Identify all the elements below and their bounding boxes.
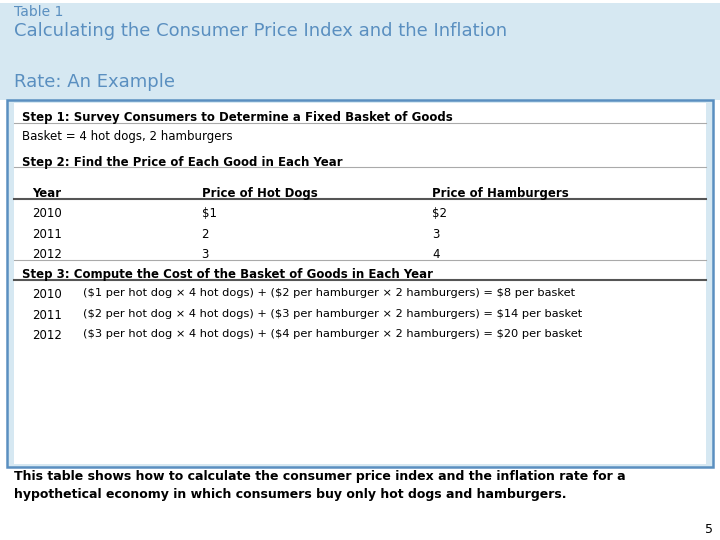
Text: ($1 per hot dog × 4 hot dogs) + ($2 per hamburger × 2 hamburgers) = $8 per baske: ($1 per hot dog × 4 hot dogs) + ($2 per …	[83, 288, 575, 299]
FancyBboxPatch shape	[14, 103, 706, 464]
Text: 3: 3	[202, 248, 209, 261]
Text: 2012: 2012	[32, 329, 62, 342]
Text: Step 2: Find the Price of Each Good in Each Year: Step 2: Find the Price of Each Good in E…	[22, 156, 342, 168]
FancyBboxPatch shape	[7, 100, 713, 467]
Text: This table shows how to calculate the consumer price index and the inflation rat: This table shows how to calculate the co…	[14, 470, 626, 501]
Text: Step 1: Survey Consumers to Determine a Fixed Basket of Goods: Step 1: Survey Consumers to Determine a …	[22, 111, 452, 124]
Text: Basket = 4 hot dogs, 2 hamburgers: Basket = 4 hot dogs, 2 hamburgers	[22, 130, 233, 143]
Text: Calculating the Consumer Price Index and the Inflation: Calculating the Consumer Price Index and…	[14, 22, 508, 39]
Text: Rate: An Example: Rate: An Example	[14, 73, 176, 91]
Text: 4: 4	[432, 248, 439, 261]
Text: 2: 2	[202, 228, 209, 241]
Text: $1: $1	[202, 207, 217, 220]
Text: 3: 3	[432, 228, 439, 241]
Text: ($2 per hot dog × 4 hot dogs) + ($3 per hamburger × 2 hamburgers) = $14 per bask: ($2 per hot dog × 4 hot dogs) + ($3 per …	[83, 309, 582, 319]
Text: Step 3: Compute the Cost of the Basket of Goods in Each Year: Step 3: Compute the Cost of the Basket o…	[22, 268, 433, 281]
FancyBboxPatch shape	[0, 3, 720, 100]
Text: Year: Year	[32, 187, 61, 200]
Text: Price of Hamburgers: Price of Hamburgers	[432, 187, 569, 200]
Text: 2011: 2011	[32, 309, 62, 322]
Text: 2011: 2011	[32, 228, 62, 241]
Text: Table 1: Table 1	[14, 5, 64, 19]
Text: 2012: 2012	[32, 248, 62, 261]
Text: Price of Hot Dogs: Price of Hot Dogs	[202, 187, 318, 200]
Text: 2010: 2010	[32, 288, 62, 301]
Text: $2: $2	[432, 207, 447, 220]
Text: 5: 5	[705, 523, 713, 536]
Text: 2010: 2010	[32, 207, 62, 220]
Text: ($3 per hot dog × 4 hot dogs) + ($4 per hamburger × 2 hamburgers) = $20 per bask: ($3 per hot dog × 4 hot dogs) + ($4 per …	[83, 329, 582, 340]
